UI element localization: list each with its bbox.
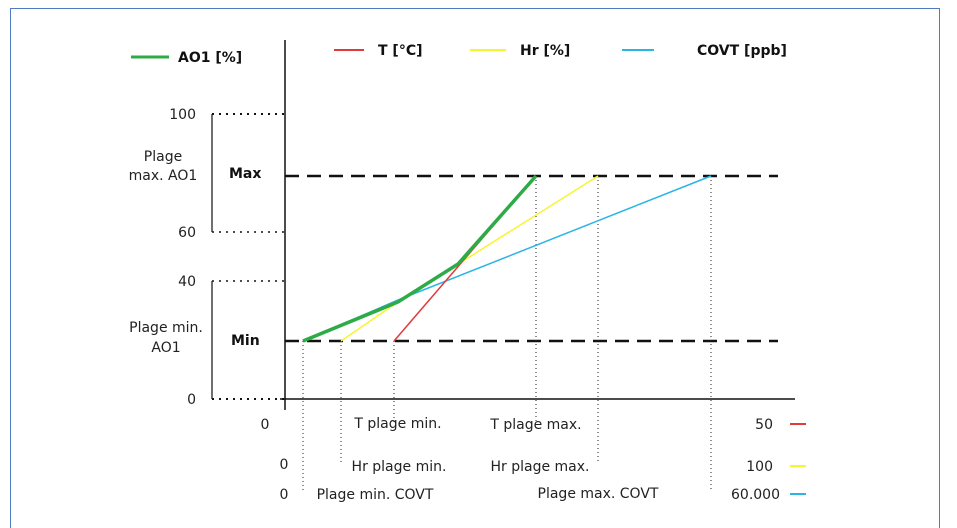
ao1-curve [302, 174, 538, 343]
x-row1-end: 50 [755, 417, 773, 433]
x-row2-start: 0 [280, 457, 289, 473]
x-row1-start: 0 [261, 417, 270, 433]
y-tick-40: 40 [178, 274, 196, 290]
diagram-frame [10, 8, 940, 528]
min-range-label-2: AO1 [151, 340, 180, 356]
y-tick-100: 100 [169, 107, 196, 123]
legend-t-label: T [°C] [378, 43, 423, 59]
min-label: Min [231, 333, 260, 349]
x-row3-start: 0 [280, 487, 289, 503]
legend-hr-label: Hr [%] [520, 43, 570, 59]
x-row3-min: Plage min. COVT [317, 487, 434, 503]
x-row2-end: 100 [746, 459, 773, 475]
x-row1-max: T plage max. [489, 417, 581, 433]
max-range-label-1: Plage [144, 149, 182, 165]
x-row3-max: Plage max. COVT [538, 486, 659, 502]
hr-curve [340, 175, 599, 342]
legend-covt-label: COVT [ppb] [697, 43, 787, 59]
legend-ao1-label: AO1 [%] [178, 50, 242, 66]
max-range-label-2: max. AO1 [129, 168, 198, 184]
x-row2-min: Hr plage min. [352, 459, 447, 475]
x-row1-min: T plage min. [353, 416, 441, 432]
min-range-label-1: Plage min. [129, 320, 203, 336]
y-tick-60: 60 [178, 225, 196, 241]
y-tick-0: 0 [187, 392, 196, 408]
max-label: Max [229, 166, 261, 182]
x-row3-end: 60.000 [731, 487, 780, 503]
x-row2-max: Hr plage max. [491, 459, 590, 475]
